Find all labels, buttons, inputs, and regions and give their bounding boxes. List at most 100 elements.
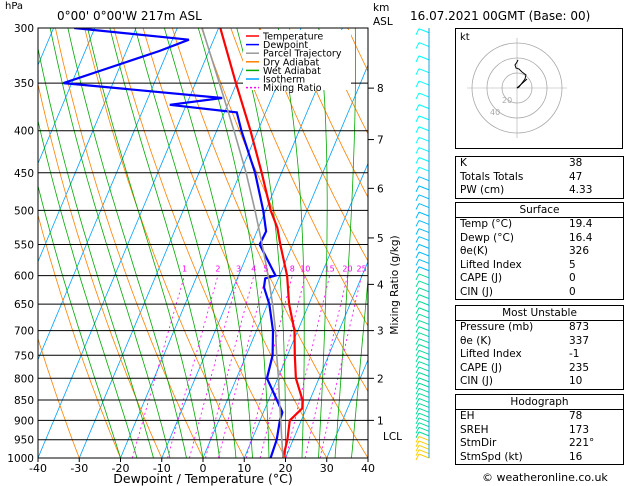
row-label: θe(K) [460, 245, 488, 257]
wind-barb-flag [415, 350, 420, 357]
row-label: CIN (J) [460, 375, 493, 387]
wet-adiabat-line [38, 118, 138, 458]
wind-barb [418, 266, 430, 272]
pressure-tick-label: 650 [14, 299, 34, 311]
wind-barb-flag [415, 251, 420, 259]
wind-barb-flag [415, 377, 420, 385]
pressure-tick-label: 500 [14, 205, 34, 217]
asl-unit-label: ASL [373, 16, 393, 28]
wind-barb [418, 319, 430, 325]
table-row: CIN (J) 10 [456, 375, 623, 389]
wind-barb [418, 194, 430, 200]
wind-barb [418, 307, 430, 313]
wind-barb-flag [415, 403, 420, 410]
x-tick-label: -30 [70, 462, 88, 475]
mixing-ratio-label: 3 [236, 265, 241, 274]
wind-barb [418, 431, 430, 437]
wind-barb-flag [415, 115, 420, 123]
wind-barb-flag [415, 445, 420, 452]
wind-barb [418, 412, 430, 418]
dry-adiabat-line [38, 337, 80, 458]
wind-barb-flag [415, 236, 420, 243]
row-value: 873 [569, 321, 590, 333]
x-tick-label: 10 [237, 462, 251, 475]
location-label: 0°00' 0°00'W 217m ASL [57, 9, 202, 23]
row-label: Lifted Index [460, 348, 522, 360]
table-row: Lifted Index -1 [456, 348, 623, 362]
table-row: CAPE (J) 0 [456, 272, 623, 286]
x-tick-label: 40 [361, 462, 375, 475]
mixing-ratio-line [205, 275, 255, 458]
km-tick-label: 2 [377, 373, 384, 385]
row-value: -1 [569, 348, 580, 360]
table-row: CAPE (J) 235 [456, 362, 623, 376]
hodograph-table: Hodograph EH 78 SREH 173 StmDir 221° StmSpd (kt… [455, 394, 624, 465]
table-row: SREH 173 [456, 424, 623, 438]
wind-barb [418, 417, 430, 423]
mixing-ratio-line [131, 275, 185, 458]
km-tick-label: 1 [377, 415, 384, 427]
wind-barb-flag [415, 320, 420, 327]
wind-barb-flag [415, 344, 420, 351]
wind-barb-flag [415, 436, 420, 443]
wind-barb-flag [415, 157, 420, 164]
wind-barb-flag [415, 80, 420, 88]
row-label: StmDir [460, 437, 497, 449]
isotherm-line [326, 358, 368, 458]
dry-adiabat-line [259, 28, 368, 262]
wind-barb-flag [415, 42, 420, 49]
row-label: CAPE (J) [460, 272, 503, 284]
wind-barb [418, 228, 430, 234]
wind-barb [418, 176, 430, 182]
indices-table: K 38 Totals Totals 47 PW (cm) 4.33 [455, 156, 624, 199]
wind-barb [418, 444, 430, 450]
row-label: K [460, 157, 467, 169]
wind-barb-flag [415, 259, 420, 266]
table-row: StmSpd (kt) 16 [456, 451, 623, 465]
table-row: StmDir 221° [456, 437, 623, 451]
dewpoint-line [63, 28, 284, 458]
wind-barb [418, 157, 430, 162]
row-label: CIN (J) [460, 285, 493, 298]
table-title: Surface [456, 203, 623, 218]
row-value: 47 [569, 170, 583, 183]
wind-barb [418, 185, 430, 191]
wind-barb [418, 313, 430, 319]
row-value: 221° [569, 437, 595, 449]
wind-barb-flag [415, 388, 420, 395]
mixing-ratio-label: 8 [290, 265, 295, 274]
row-label: θe (K) [460, 334, 492, 347]
table-row: EH 78 [456, 410, 623, 424]
wind-barb [418, 355, 430, 361]
wind-barb [418, 382, 430, 388]
wind-barb-flag [415, 366, 420, 374]
dry-adiabat-line [288, 28, 368, 199]
row-value: 16.4 [569, 231, 593, 244]
wind-barb-flag [415, 92, 420, 100]
wind-barb-flag [415, 287, 420, 295]
legend-entry: Wet Adiabat [263, 66, 321, 77]
wind-barb [418, 332, 430, 338]
wind-barb [418, 402, 430, 408]
wind-barb [418, 243, 430, 249]
wind-barb-flag [415, 449, 420, 456]
pressure-tick-label: 900 [14, 415, 34, 427]
wind-barb-flag [415, 361, 420, 368]
wind-barb-flag [415, 203, 420, 210]
wind-barb [418, 104, 430, 110]
row-value: 78 [569, 410, 583, 422]
x-tick-label: 20 [279, 462, 293, 475]
wind-barb [418, 126, 430, 132]
pressure-tick-label: 400 [14, 126, 34, 138]
wind-barb-flag [415, 266, 420, 273]
row-value: 326 [569, 245, 590, 257]
wind-barb-flag [415, 422, 420, 429]
most-unstable-table: Most Unstable Pressure (mb) 873 θe (K) 337 Li… [455, 305, 624, 390]
row-label: Temp (°C) [460, 218, 513, 230]
mixing-ratio-label: 1 [182, 265, 187, 274]
wind-barb-flag [415, 307, 420, 314]
wind-barb [418, 435, 430, 441]
km-tick-label: 7 [377, 135, 384, 147]
row-label: PW (cm) [460, 184, 505, 196]
wind-barb-flag [415, 431, 420, 439]
